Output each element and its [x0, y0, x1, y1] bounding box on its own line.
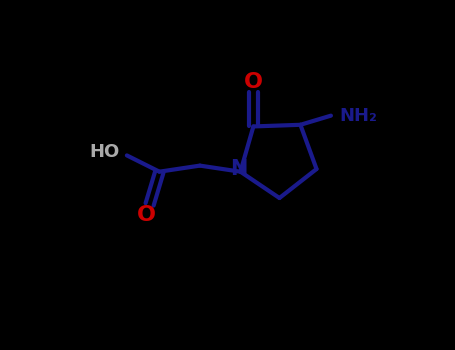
Text: HO: HO — [90, 143, 120, 161]
Text: N: N — [230, 159, 248, 179]
Text: NH₂: NH₂ — [340, 107, 378, 125]
Text: O: O — [244, 72, 263, 92]
Text: O: O — [136, 205, 156, 225]
